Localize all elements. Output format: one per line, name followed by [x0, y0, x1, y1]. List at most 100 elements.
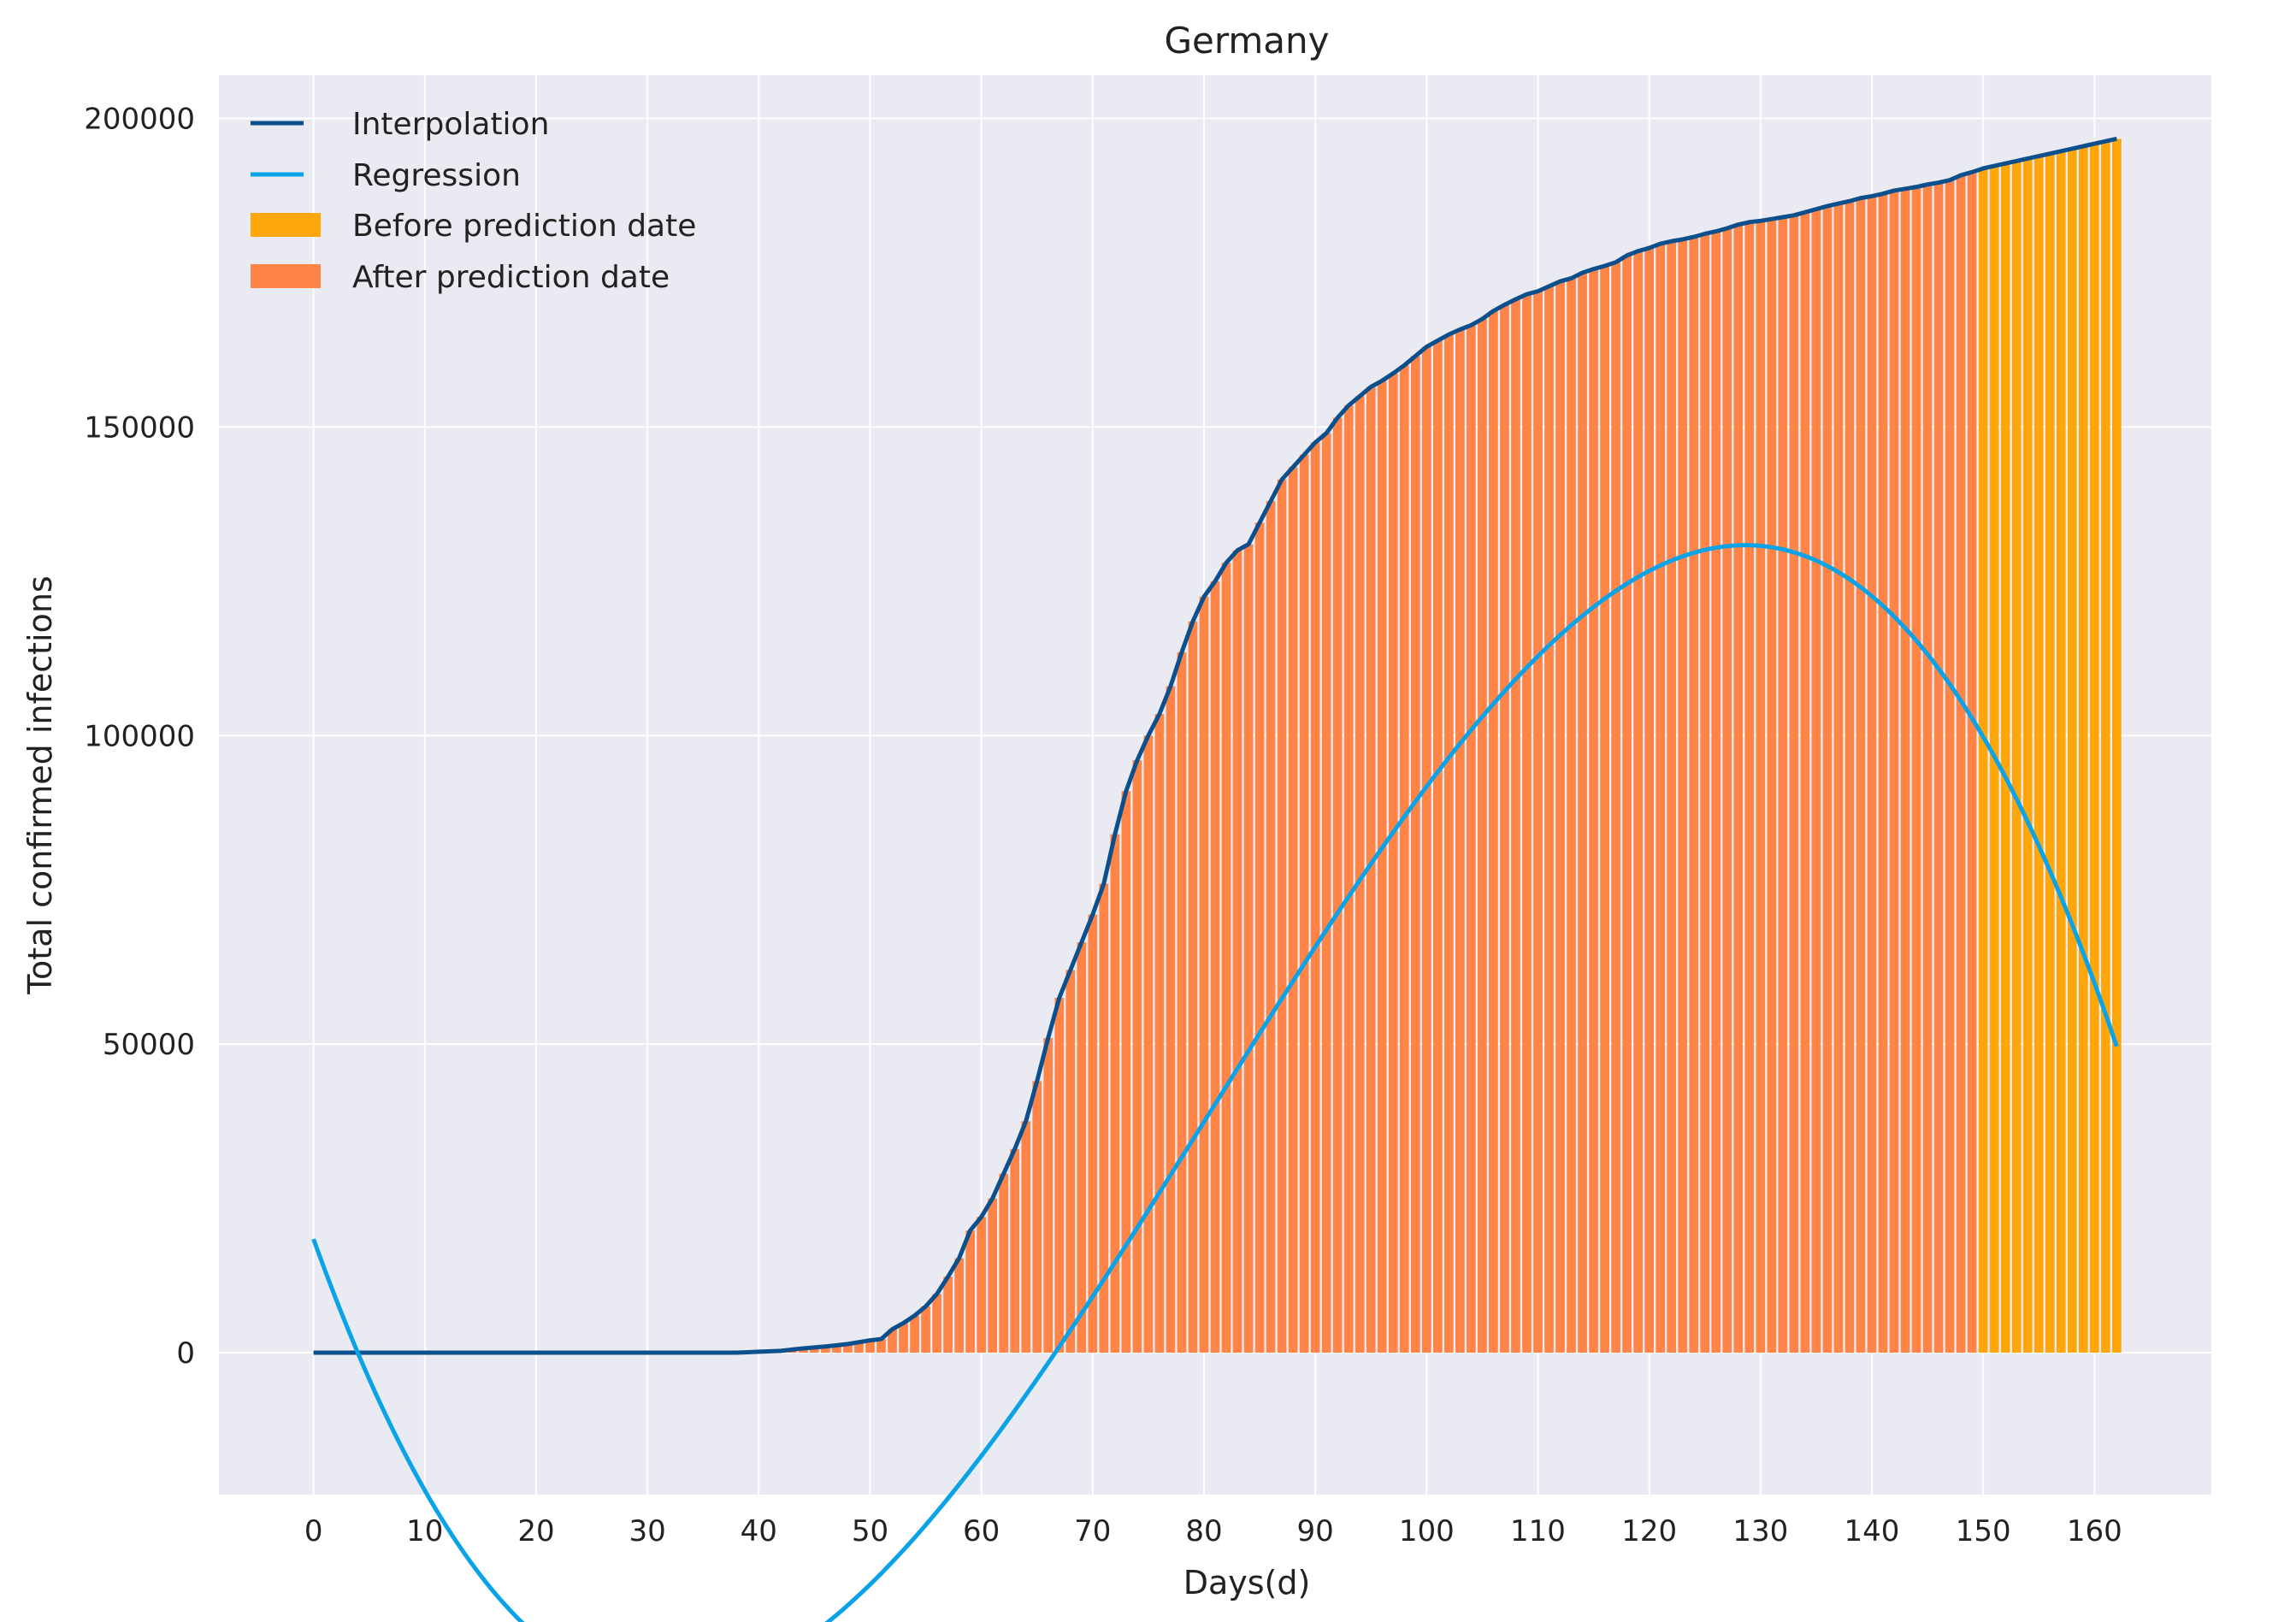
- bar-after-prediction: [1199, 596, 1209, 1353]
- bar-after-prediction: [1188, 621, 1198, 1353]
- bar-after-prediction: [1544, 286, 1554, 1354]
- bar-after-prediction: [1377, 380, 1387, 1353]
- bar-after-prediction: [977, 1217, 986, 1353]
- bar-after-prediction: [1310, 442, 1320, 1353]
- legend-swatch-after: [251, 264, 321, 288]
- x-tick-label: 110: [1510, 1514, 1566, 1548]
- bar-after-prediction: [1054, 998, 1065, 1353]
- bar-before-prediction: [2112, 139, 2122, 1354]
- bar-before-prediction: [2101, 141, 2110, 1354]
- bar-after-prediction: [1589, 268, 1598, 1353]
- bar-after-prediction: [1343, 405, 1354, 1354]
- bar-after-prediction: [1332, 417, 1343, 1354]
- bar-after-prediction: [1421, 346, 1431, 1354]
- bar-after-prediction: [1021, 1121, 1031, 1353]
- bar-after-prediction: [1555, 281, 1565, 1353]
- x-tick-label: 70: [1074, 1514, 1111, 1548]
- bar-after-prediction: [1254, 522, 1265, 1353]
- bar-after-prediction: [865, 1340, 875, 1353]
- bar-after-prediction: [1878, 193, 1888, 1353]
- chart-title: Germany: [1164, 20, 1329, 62]
- bar-after-prediction: [1388, 373, 1398, 1354]
- y-tick-label: 150000: [84, 410, 195, 445]
- legend-label-after: After prediction date: [352, 260, 670, 295]
- bar-after-prediction: [1667, 241, 1677, 1353]
- bar-before-prediction: [2045, 153, 2055, 1353]
- bar-after-prediction: [1656, 244, 1666, 1353]
- bar-after-prediction: [1266, 501, 1276, 1353]
- bar-after-prediction: [1967, 172, 1977, 1354]
- bar-after-prediction: [1689, 237, 1699, 1353]
- bar-after-prediction: [1833, 203, 1844, 1354]
- bar-after-prediction: [832, 1345, 841, 1353]
- bar-after-prediction: [1444, 334, 1454, 1354]
- x-tick-label: 80: [1185, 1514, 1222, 1548]
- x-tick-label: 30: [629, 1514, 666, 1548]
- bar-after-prediction: [1065, 970, 1076, 1353]
- bar-after-prediction: [1933, 182, 1944, 1353]
- bar-after-prediction: [1711, 231, 1721, 1354]
- bar-after-prediction: [1455, 329, 1465, 1353]
- x-axis-label: Days(d): [1183, 1564, 1311, 1601]
- bar-after-prediction: [943, 1277, 953, 1353]
- bar-after-prediction: [1844, 201, 1855, 1354]
- bar-before-prediction: [2022, 158, 2033, 1353]
- x-tick-label: 140: [1844, 1514, 1900, 1548]
- bar-after-prediction: [1132, 760, 1142, 1353]
- bar-before-prediction: [1978, 168, 1988, 1353]
- bar-after-prediction: [899, 1323, 908, 1353]
- bar-after-prediction: [1789, 215, 1799, 1354]
- x-tick-label: 10: [406, 1514, 443, 1548]
- bar-after-prediction: [1077, 942, 1087, 1353]
- regression-line: [311, 543, 2119, 1622]
- bar-before-prediction: [2056, 150, 2066, 1353]
- bar-after-prediction: [1800, 212, 1810, 1354]
- bar-after-prediction: [1956, 174, 1966, 1353]
- y-tick-label: 0: [176, 1336, 195, 1371]
- bar-after-prediction: [999, 1173, 1009, 1353]
- bar-after-prediction: [1633, 251, 1643, 1353]
- bar-after-prediction: [1043, 1037, 1054, 1353]
- bar-after-prediction: [1099, 883, 1109, 1353]
- legend-label-regression: Regression: [352, 158, 521, 193]
- bar-after-prediction: [1811, 209, 1821, 1353]
- bar-after-prediction: [1432, 340, 1443, 1353]
- bar-before-prediction: [2000, 163, 2010, 1353]
- bar-after-prediction: [1622, 255, 1632, 1354]
- bar-after-prediction: [1722, 227, 1732, 1353]
- bar-after-prediction: [1678, 239, 1688, 1353]
- bar-after-prediction: [1410, 356, 1420, 1353]
- bar-after-prediction: [1032, 1081, 1042, 1353]
- bar-after-prediction: [1177, 652, 1187, 1353]
- bar-after-prediction: [1221, 563, 1231, 1353]
- bar-before-prediction: [2078, 146, 2088, 1353]
- bar-after-prediction: [910, 1315, 919, 1353]
- x-tick-label: 150: [1956, 1514, 2011, 1548]
- bar-before-prediction: [2011, 161, 2022, 1353]
- bar-after-prediction: [1900, 188, 1910, 1353]
- x-tick-label: 90: [1297, 1514, 1334, 1548]
- bar-after-prediction: [799, 1348, 808, 1353]
- bar-before-prediction: [2089, 144, 2099, 1353]
- bar-after-prediction: [1467, 325, 1476, 1354]
- bar-after-prediction: [1399, 365, 1409, 1353]
- bar-after-prediction: [1611, 262, 1620, 1353]
- bar-after-prediction: [1911, 186, 1921, 1354]
- bar-after-prediction: [1600, 266, 1609, 1354]
- bar-after-prediction: [1922, 184, 1933, 1354]
- x-tick-label: 50: [852, 1514, 888, 1548]
- bar-after-prediction: [921, 1306, 930, 1353]
- bar-after-prediction: [1700, 233, 1710, 1354]
- x-tick-label: 40: [741, 1514, 777, 1548]
- bar-after-prediction: [821, 1346, 830, 1353]
- bar-after-prediction: [1121, 791, 1131, 1353]
- bar-after-prediction: [1277, 479, 1287, 1353]
- x-tick-label: 130: [1732, 1514, 1788, 1548]
- bar-after-prediction: [1166, 686, 1176, 1353]
- x-tick-label: 60: [963, 1514, 1000, 1548]
- bar-after-prediction: [876, 1339, 886, 1353]
- legend-label-interpolation: Interpolation: [352, 107, 549, 142]
- bar-after-prediction: [1578, 272, 1587, 1353]
- bar-after-prediction: [1767, 219, 1777, 1353]
- bar-after-prediction: [1143, 735, 1154, 1353]
